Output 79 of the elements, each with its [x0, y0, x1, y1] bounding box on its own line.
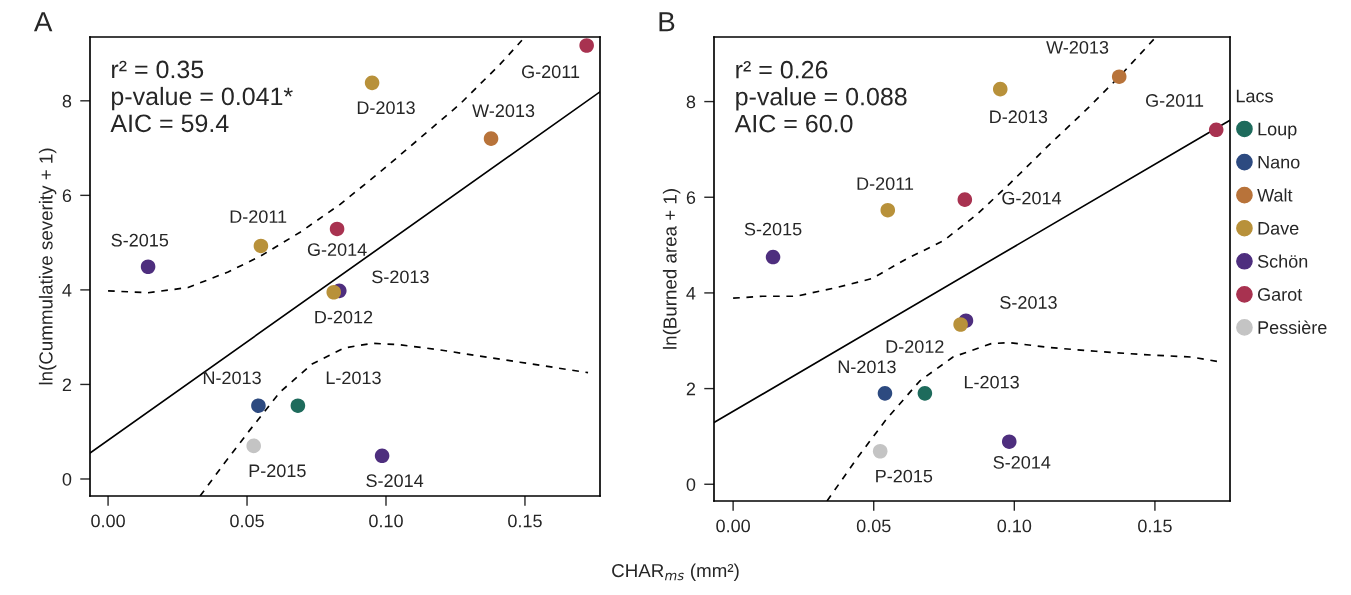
- legend-label: Loup: [1258, 122, 1297, 140]
- point: [290, 398, 306, 413]
- legend-label: Dave: [1258, 222, 1299, 235]
- annotation: G-2011: [1146, 94, 1204, 107]
- x-tick-label: 0.15: [508, 514, 542, 528]
- point: [1111, 69, 1127, 84]
- point: [374, 448, 390, 464]
- legend-label: Walt: [1257, 188, 1293, 202]
- annotation: P-2015: [249, 464, 306, 478]
- y-tick-label: 0: [686, 478, 696, 491]
- annotation: D-2011: [230, 210, 287, 224]
- y-tick-label: 2: [62, 378, 72, 391]
- x-tick-label: 0.15: [1138, 519, 1172, 533]
- annotation: S-2014: [993, 455, 1051, 469]
- y-tick-label: 4: [686, 287, 696, 300]
- y-tick-label: 8: [686, 95, 696, 109]
- annotation: D-2012: [315, 310, 373, 324]
- point: [872, 443, 888, 459]
- point: [957, 192, 973, 207]
- y-tick-label: 8: [62, 94, 72, 108]
- point: [880, 202, 896, 218]
- annotation: N-2013: [838, 360, 896, 374]
- y-axis-title: ln(Cummulative severity + 1): [38, 148, 57, 385]
- annotation: S-2015: [111, 233, 169, 247]
- annotation: P-2015: [876, 469, 933, 483]
- point: [953, 317, 968, 332]
- point: [140, 259, 156, 275]
- point: [253, 238, 269, 254]
- annotation: L-2013: [964, 375, 1019, 389]
- legend-label: Nano: [1258, 155, 1300, 169]
- point: [1001, 434, 1017, 449]
- x-tick-label: 0.05: [230, 514, 264, 528]
- y-tick-label: 4: [62, 284, 72, 297]
- annotation: S-2013: [372, 270, 429, 284]
- annotation: S-2015: [744, 222, 802, 236]
- chart-title: B: [659, 12, 675, 32]
- annotation: G-2011: [522, 65, 580, 79]
- x-tick-label: 0.00: [716, 519, 750, 533]
- annotation: S-2014: [366, 474, 424, 488]
- point: [483, 131, 499, 146]
- y-tick-label: 0: [62, 472, 72, 486]
- legend-label: Schön: [1257, 254, 1308, 268]
- legend-label: Pessière: [1258, 320, 1327, 334]
- point: [992, 81, 1008, 97]
- x-tick-label: 0.00: [91, 514, 125, 528]
- point: [1208, 122, 1224, 138]
- annotation: S-2013: [1000, 296, 1057, 309]
- legend-label: Garot: [1257, 288, 1303, 301]
- annotation: D-2013: [357, 101, 415, 115]
- point: [246, 438, 261, 454]
- point: [326, 284, 342, 300]
- point: [877, 386, 893, 401]
- annotation: W-2013: [1046, 40, 1109, 54]
- annotation: D-2012: [886, 340, 944, 353]
- annotation: W-2013: [472, 104, 535, 118]
- annotation: N-2013: [203, 371, 261, 385]
- x-tick-label: 0.10: [369, 514, 403, 528]
- y-tick-label: 6: [62, 189, 72, 203]
- annotation: G-2014: [1002, 191, 1062, 205]
- annotation: G-2014: [307, 243, 367, 256]
- point: [917, 386, 933, 401]
- y-tick-label: 2: [686, 382, 696, 396]
- annotation: D-2013: [990, 110, 1048, 124]
- annotation: r² = 0.35 p-value = 0.041* AIC = 59.4: [110, 60, 293, 133]
- annotation: r² = 0.26 p-value = 0.088 AIC = 60.0: [734, 60, 907, 133]
- annotation: L-2013: [326, 371, 381, 385]
- point: [765, 249, 781, 265]
- y-tick-label: 6: [686, 191, 696, 204]
- point: [579, 38, 594, 53]
- chart-title: A: [33, 12, 53, 32]
- x-axis-title: CHAR$_{ms}$ (mm²): [612, 563, 739, 581]
- annotation: D-2011: [857, 177, 914, 191]
- y-axis-title: ln(Burned area + 1): [662, 189, 681, 349]
- legend-title: Lacs: [1236, 89, 1273, 103]
- point: [251, 398, 266, 413]
- x-tick-label: 0.05: [856, 519, 891, 533]
- point: [329, 221, 345, 237]
- x-tick-label: 0.10: [997, 519, 1032, 533]
- point: [364, 75, 380, 91]
